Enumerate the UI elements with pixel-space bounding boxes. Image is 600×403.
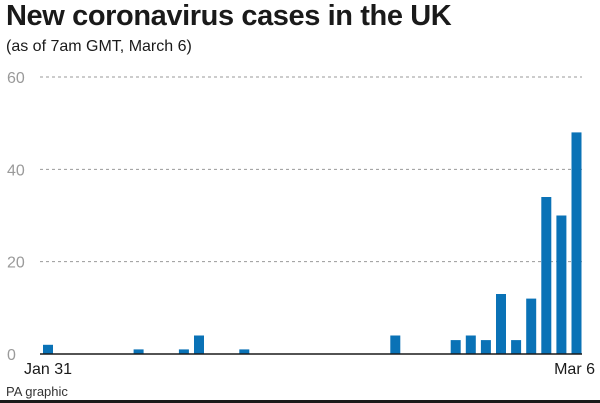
x-label-end: Mar 6 — [554, 361, 595, 378]
bar — [450, 340, 461, 354]
bar — [526, 298, 537, 354]
y-tick-label: 60 — [7, 70, 25, 87]
bars — [43, 132, 582, 354]
bar — [571, 132, 582, 354]
bar — [556, 215, 567, 354]
bar — [480, 340, 491, 354]
bar — [511, 340, 522, 354]
bar — [390, 335, 401, 354]
bar — [43, 344, 53, 354]
bar — [194, 335, 204, 354]
chart-subtitle: (as of 7am GMT, March 6) — [6, 38, 192, 55]
y-tick-label: 40 — [7, 162, 25, 179]
source-credit: PA graphic — [6, 384, 68, 399]
bar — [496, 294, 506, 354]
x-label-start: Jan 31 — [24, 361, 72, 378]
y-tick-label: 0 — [7, 347, 16, 364]
bar — [239, 349, 250, 354]
bar — [178, 349, 189, 354]
bar — [133, 349, 144, 354]
bar — [541, 197, 552, 354]
chart-title: New coronavirus cases in the UK — [6, 0, 452, 32]
y-tick-label: 20 — [7, 255, 25, 272]
bar — [465, 335, 476, 354]
x-axis-labels: Jan 31 Mar 6 — [24, 361, 595, 378]
gridlines: 0 20 40 60 — [7, 70, 582, 364]
bottom-rule — [0, 400, 600, 403]
